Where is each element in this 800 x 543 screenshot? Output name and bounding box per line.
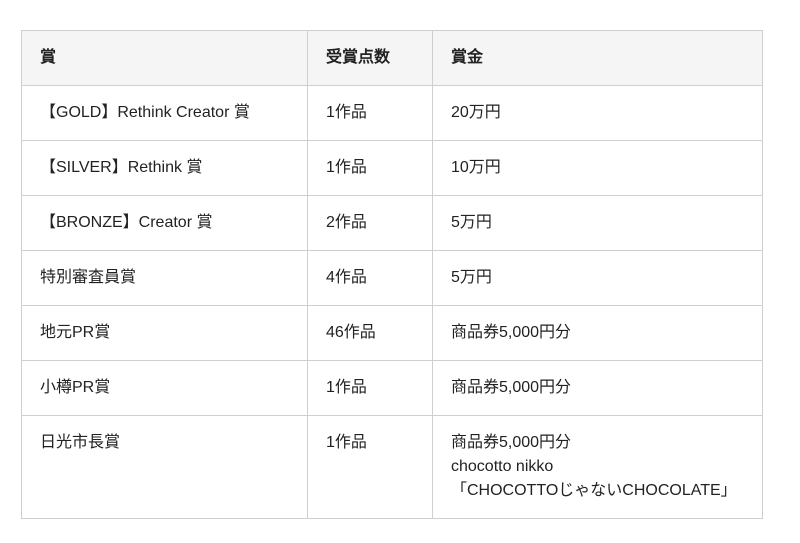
cell-award: 【SILVER】Rethink 賞 <box>21 140 308 196</box>
table-header-row: 賞 受賞点数 賞金 <box>21 30 763 86</box>
cell-award: 【BRONZE】Creator 賞 <box>21 195 308 251</box>
table-row: 【SILVER】Rethink 賞 1作品 10万円 <box>21 140 763 196</box>
cell-award: 日光市長賞 <box>21 415 308 519</box>
cell-prize: 20万円 <box>432 85 763 141</box>
table-row: 地元PR賞 46作品 商品券5,000円分 <box>21 305 763 361</box>
table-row: 特別審査員賞 4作品 5万円 <box>21 250 763 306</box>
prize-line: 5万円 <box>451 214 492 231</box>
cell-count: 1作品 <box>307 360 433 416</box>
table-row: 【GOLD】Rethink Creator 賞 1作品 20万円 <box>21 85 763 141</box>
cell-award: 小樽PR賞 <box>21 360 308 416</box>
prize-line: chocotto nikko <box>451 458 554 475</box>
cell-award: 【GOLD】Rethink Creator 賞 <box>21 85 308 141</box>
table-row: 【BRONZE】Creator 賞 2作品 5万円 <box>21 195 763 251</box>
prize-line: 商品券5,000円分 <box>451 434 572 451</box>
cell-prize: 5万円 <box>432 195 763 251</box>
prize-line: 「CHOCOTTOじゃないCHOCOLATE」 <box>451 482 737 499</box>
prize-line: 商品券5,000円分 <box>451 324 572 341</box>
cell-prize: 商品券5,000円分 <box>432 305 763 361</box>
cell-count: 1作品 <box>307 140 433 196</box>
table-row: 日光市長賞 1作品 商品券5,000円分 chocotto nikko 「CHO… <box>21 415 763 519</box>
table-row: 小樽PR賞 1作品 商品券5,000円分 <box>21 360 763 416</box>
column-header-award: 賞 <box>21 30 308 86</box>
cell-count: 1作品 <box>307 85 433 141</box>
cell-count: 46作品 <box>307 305 433 361</box>
cell-prize: 5万円 <box>432 250 763 306</box>
prize-line: 5万円 <box>451 269 492 286</box>
cell-award: 地元PR賞 <box>21 305 308 361</box>
cell-prize: 商品券5,000円分 <box>432 360 763 416</box>
cell-prize: 10万円 <box>432 140 763 196</box>
prize-line: 20万円 <box>451 104 501 121</box>
column-header-prize: 賞金 <box>432 30 763 86</box>
cell-count: 1作品 <box>307 415 433 519</box>
prize-line: 商品券5,000円分 <box>451 379 572 396</box>
column-header-count: 受賞点数 <box>307 30 433 86</box>
cell-award: 特別審査員賞 <box>21 250 308 306</box>
cell-count: 4作品 <box>307 250 433 306</box>
cell-count: 2作品 <box>307 195 433 251</box>
cell-prize: 商品券5,000円分 chocotto nikko 「CHOCOTTOじゃないC… <box>432 415 763 519</box>
prize-line: 10万円 <box>451 159 501 176</box>
awards-table: 賞 受賞点数 賞金 【GOLD】Rethink Creator 賞 1作品 20… <box>21 30 763 519</box>
